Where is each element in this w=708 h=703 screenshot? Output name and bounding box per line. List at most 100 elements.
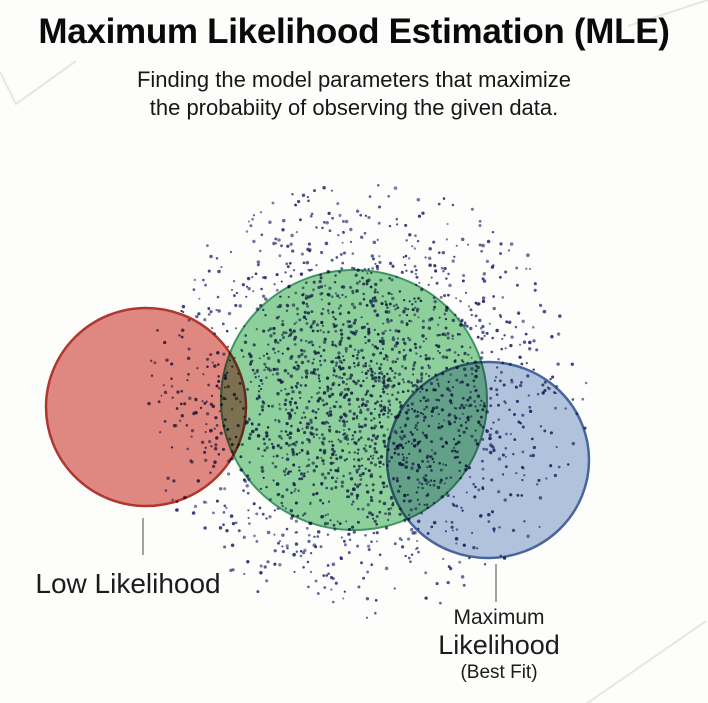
data-point [481, 330, 485, 335]
data-point [226, 345, 230, 348]
subtitle-line-2: the probabiity of observing the given da… [149, 95, 559, 120]
data-point [205, 244, 209, 248]
subtitle-line-1: Finding the model parameters that maximi… [136, 67, 572, 92]
data-point [215, 308, 218, 312]
data-point [322, 574, 326, 577]
data-point [291, 193, 294, 196]
data-point [367, 215, 371, 220]
data-point [388, 224, 392, 228]
data-point [503, 334, 506, 337]
data-point [404, 254, 408, 258]
data-point [198, 297, 201, 300]
data-point [292, 552, 296, 557]
data-point [480, 249, 483, 253]
data-point [286, 547, 289, 550]
watermark-check-topleft [0, 60, 77, 106]
data-point [275, 273, 279, 277]
data-point [504, 347, 507, 350]
data-point [498, 313, 502, 317]
data-point [225, 329, 229, 333]
data-point [212, 511, 215, 515]
data-point [414, 234, 417, 237]
data-point [549, 377, 552, 381]
data-point [343, 590, 346, 593]
data-point [486, 239, 491, 244]
data-point [232, 280, 236, 283]
data-point [491, 336, 494, 340]
data-point [255, 512, 259, 516]
data-point [247, 220, 250, 223]
data-point [295, 530, 299, 534]
data-point [413, 264, 417, 268]
data-point [378, 553, 382, 557]
maximum-likelihood-label-line2: Likelihood [438, 630, 560, 660]
data-point [243, 572, 246, 576]
data-point [500, 347, 503, 351]
likelihood-circles [44, 269, 591, 560]
data-point [330, 588, 333, 591]
data-point [273, 509, 276, 512]
data-point [273, 533, 276, 536]
data-point [479, 327, 483, 330]
data-point [395, 223, 399, 226]
data-point [477, 302, 481, 306]
data-point [272, 241, 276, 246]
data-point [351, 266, 354, 270]
data-point [377, 221, 381, 225]
data-point [376, 238, 379, 242]
data-point [571, 398, 575, 401]
data-point [330, 576, 334, 580]
data-point [340, 536, 343, 539]
data-point [535, 348, 539, 352]
data-point [255, 539, 259, 543]
data-point [289, 242, 293, 246]
data-point [326, 533, 330, 536]
data-point [434, 269, 438, 273]
data-point [384, 566, 389, 571]
data-point [405, 269, 408, 272]
data-point [443, 266, 447, 271]
data-point [328, 229, 332, 233]
data-point [525, 362, 528, 365]
data-point [461, 279, 465, 283]
data-point [306, 560, 310, 564]
data-point [499, 252, 502, 256]
data-point [278, 563, 282, 567]
data-point [455, 297, 458, 300]
data-point [528, 267, 532, 271]
data-point [294, 203, 297, 207]
data-point [375, 540, 379, 543]
data-point [387, 195, 391, 198]
data-point [307, 533, 311, 537]
data-point [371, 266, 375, 270]
data-point [256, 590, 260, 594]
data-point [357, 585, 361, 589]
data-point [217, 309, 221, 313]
data-point [331, 600, 335, 604]
data-point [245, 230, 249, 233]
data-point [398, 537, 402, 541]
data-point [356, 544, 360, 548]
data-point [532, 326, 535, 329]
data-point [263, 275, 267, 280]
data-point [459, 299, 462, 303]
data-point [312, 543, 317, 547]
data-point [378, 205, 381, 209]
watermark-line-topright [627, 0, 708, 27]
data-point [280, 244, 283, 248]
data-point [192, 288, 196, 291]
data-point [327, 572, 330, 576]
data-point [229, 250, 232, 254]
data-point [305, 260, 310, 265]
data-point [330, 189, 333, 192]
data-point [432, 240, 436, 244]
data-point [439, 295, 443, 299]
data-point [411, 245, 414, 248]
data-point [416, 546, 419, 550]
data-point [413, 247, 417, 250]
data-point [374, 611, 377, 615]
data-point [191, 511, 196, 515]
data-point [488, 322, 491, 325]
data-point [299, 218, 302, 222]
data-point [510, 335, 514, 339]
